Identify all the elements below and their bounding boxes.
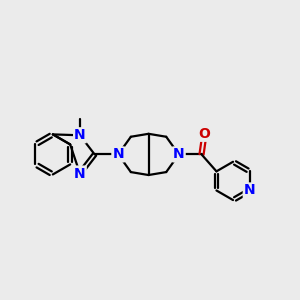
Text: N: N [74,128,86,142]
Text: N: N [173,147,185,161]
Text: N: N [74,167,86,181]
Text: N: N [244,184,255,197]
Text: O: O [199,127,210,141]
Text: N: N [112,147,124,161]
